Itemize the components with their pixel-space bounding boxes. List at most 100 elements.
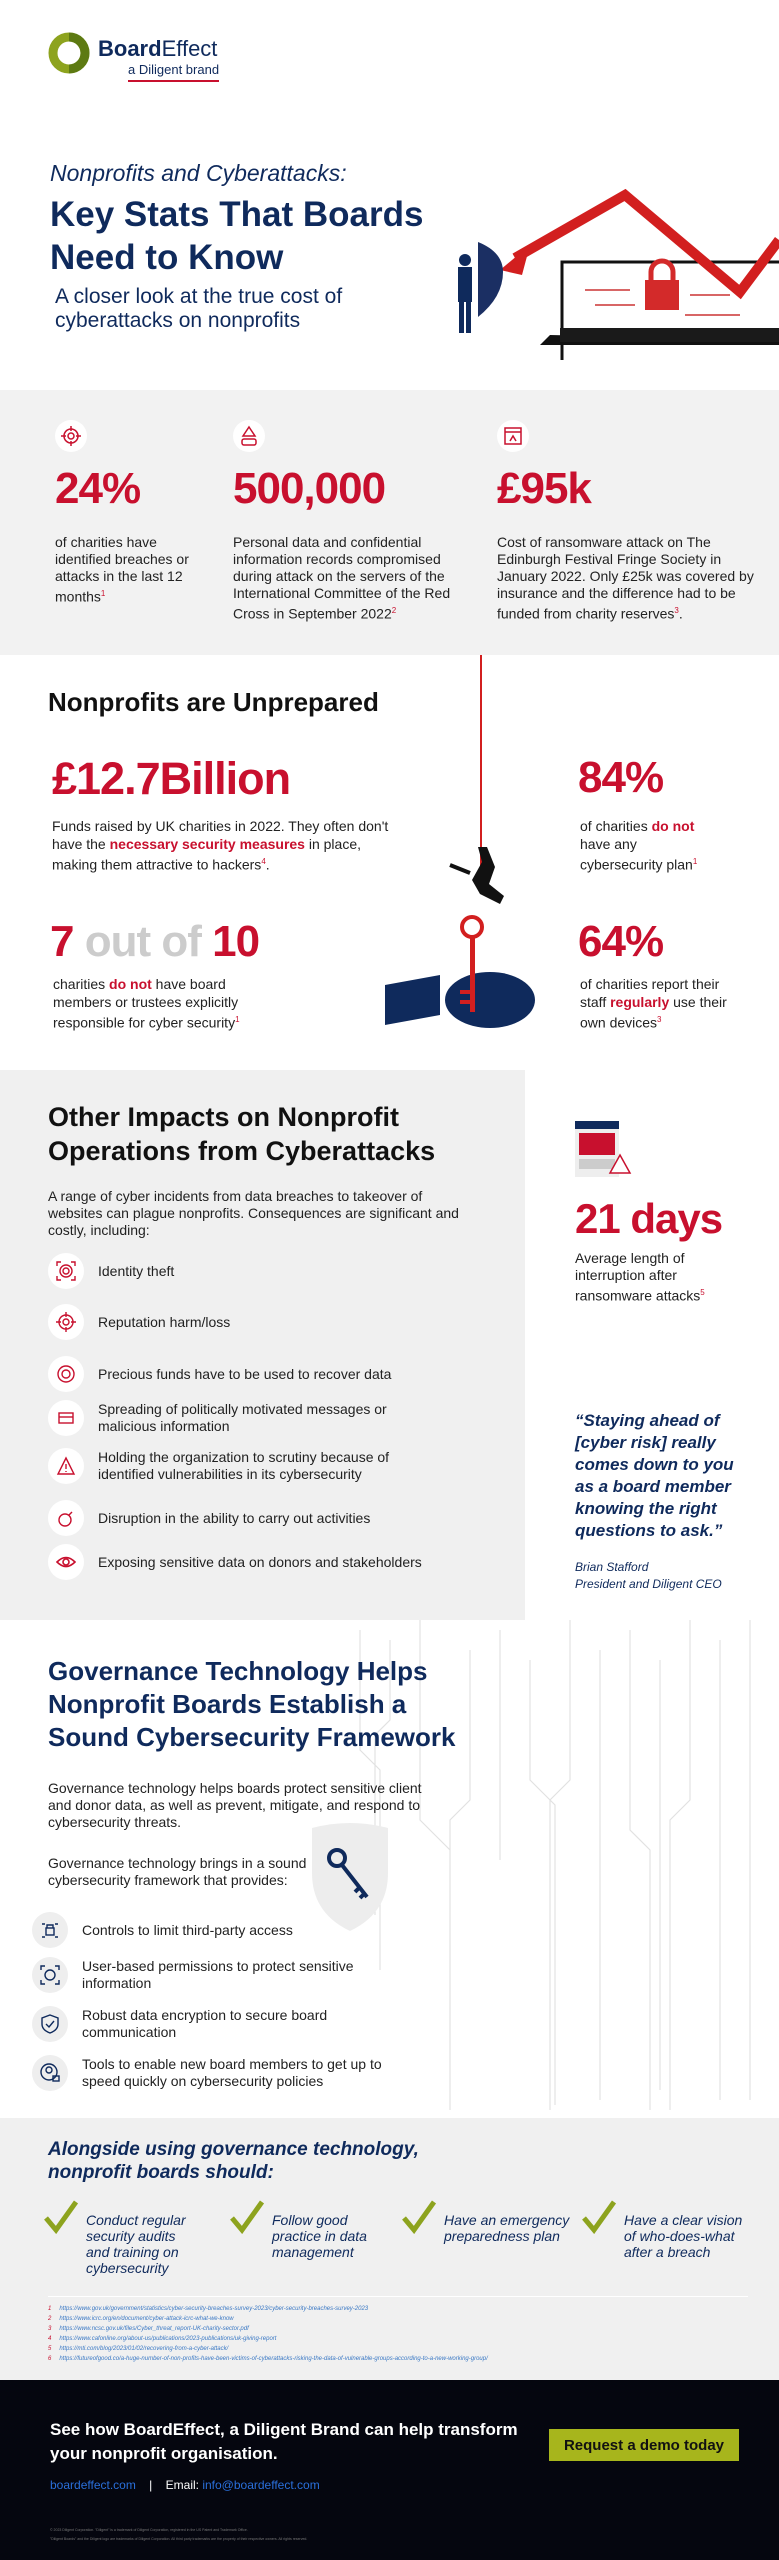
checkmark-icon xyxy=(402,2200,436,2234)
footnote[interactable]: 2 https://www.icrc.org/en/document/cyber-… xyxy=(48,2314,488,2324)
footnote-link[interactable]: https://futureofgood.co/a-huge-number-of… xyxy=(59,2356,488,2362)
stats-section: 24% of charities have identified breache… xyxy=(0,390,779,655)
footnote-divider xyxy=(48,2296,748,2297)
hero-title-line: Need to Know xyxy=(50,238,284,277)
stat-value: 24% xyxy=(55,464,141,513)
governance-section: Governance Technology Helps Nonprofit Bo… xyxy=(0,1620,779,2118)
footnote[interactable]: 6 https://futureofgood.co/a-huge-number-o… xyxy=(48,2354,488,2364)
footnote-ref: 4 xyxy=(261,857,266,866)
hero-subtitle-line: cyberattacks on nonprofits xyxy=(55,309,301,332)
section-heading: Other Impacts on Nonprofit Operations fr… xyxy=(48,1100,435,1168)
businessman-icon xyxy=(458,254,472,333)
stat-card: £95k Cost of ransomware attack on The Ed… xyxy=(497,420,767,623)
governance-para: Governance technology brings in a sound … xyxy=(48,1855,307,1888)
warning-icon xyxy=(48,1448,84,1484)
logo[interactable]: BoardEffect a Diligent brand xyxy=(48,32,220,82)
footer-cta-text: See how BoardEffect, a Diligent Brand ca… xyxy=(50,2418,518,2466)
footnote[interactable]: 4 https://www.cafonline.org/about-us/publ… xyxy=(48,2334,488,2344)
impact-item: Spreading of politically motivated messa… xyxy=(48,1400,448,1436)
footnote[interactable]: 5 https://mti.com/blog/2023/01/02/recover… xyxy=(48,2344,488,2354)
footnote-ref: 1 xyxy=(100,589,106,598)
website-link[interactable]: boardeffect.com xyxy=(50,2478,136,2492)
stat-text-body: Cost of ransomware attack on The Edinbur… xyxy=(497,534,754,622)
footnote-number: 3 xyxy=(48,2326,52,2332)
governance-text: Robust data encryption to secure board c… xyxy=(82,2007,328,2040)
heading-line: nonprofit boards should: xyxy=(48,2162,274,2183)
value: 7 xyxy=(50,917,75,966)
heading-line: Alongside using governance technology, xyxy=(48,2139,419,2160)
impact-item: Reputation harm/loss xyxy=(48,1304,230,1340)
footnote-link[interactable]: https://mti.com/blog/2023/01/02/recoveri… xyxy=(59,2346,229,2352)
email-label: Email: xyxy=(165,2478,199,2492)
text: . xyxy=(265,856,270,873)
stat-text-tail: . xyxy=(678,605,683,622)
warning-password-icon xyxy=(233,420,265,452)
shield-check-icon xyxy=(32,2006,68,2042)
fingerprint-icon xyxy=(48,1253,84,1289)
legal-text: "Diligent Boards" and the Diligent logo … xyxy=(50,2537,308,2541)
boards-text: charities do not have board members or t… xyxy=(53,975,268,1032)
value: 10 xyxy=(212,917,260,966)
recommendation-text: Have an emergency preparedness plan xyxy=(444,2212,570,2244)
unprepared-section: Nonprofits are Unprepared £12.7Billion F… xyxy=(0,655,779,1070)
impact-text: Disruption in the ability to carry out a… xyxy=(98,1509,371,1526)
footer: See how BoardEffect, a Diligent Brand ca… xyxy=(0,2380,779,2560)
section-heading: Alongside using governance technology, n… xyxy=(48,2138,419,2184)
footnotes: 1 https://www.gov.uk/government/statistic… xyxy=(48,2304,488,2364)
stat-card: 500,000 Personal data and confidential i… xyxy=(233,420,473,623)
hacker-key-illustration xyxy=(385,655,535,1028)
text: Funds raised by UK charities in 2022. Th… xyxy=(52,818,389,852)
network-lock-icon xyxy=(32,1912,68,1948)
highlight: necessary security measures xyxy=(109,836,305,852)
recommendation-text: Follow good practice in data management xyxy=(272,2212,367,2260)
lock-icon xyxy=(645,258,679,310)
heading-line: Operations from Cyberattacks xyxy=(48,1136,436,1166)
footnote-link[interactable]: https://www.cafonline.org/about-us/publi… xyxy=(59,2336,277,2342)
impacts-sidebar xyxy=(525,1070,779,1620)
highlight: do not xyxy=(651,818,695,834)
email-link[interactable]: info@boardeffect.com xyxy=(202,2478,320,2492)
target-icon xyxy=(55,420,87,452)
hero-title: Key Stats That Boards Need to Know xyxy=(50,193,423,279)
hero-section: BoardEffect a Diligent brand Nonprofits … xyxy=(0,0,779,390)
stat-text: Cost of ransomware attack on The Edinbur… xyxy=(497,534,767,623)
text: have any cybersecurity plan xyxy=(580,836,693,873)
logo-bold: Board xyxy=(98,36,162,61)
bomb-icon xyxy=(48,1500,84,1536)
footnote-number: 1 xyxy=(48,2306,52,2312)
footnote[interactable]: 3 https://www.ncsc.gov.uk/files/Cyber_thr… xyxy=(48,2324,488,2334)
impacts-section: Other Impacts on Nonprofit Operations fr… xyxy=(0,1070,779,1620)
text: use their own devices xyxy=(580,994,727,1031)
message-alert-icon xyxy=(48,1400,84,1436)
boards-value: 7 out of 10 xyxy=(50,917,260,967)
request-demo-button[interactable]: Request a demo today xyxy=(549,2429,739,2461)
devices-value: 64% xyxy=(578,917,664,966)
recommendation-text: Have a clear vision of who-does-what aft… xyxy=(624,2212,743,2260)
separator: | xyxy=(149,2478,153,2492)
footnote-number: 4 xyxy=(48,2336,52,2342)
key-icon xyxy=(460,915,484,939)
eye-icon xyxy=(48,1544,84,1580)
footnote-link[interactable]: https://www.ncsc.gov.uk/files/Cyber_thre… xyxy=(59,2326,249,2332)
stat-text-body: of charities have identified breaches or… xyxy=(55,534,189,605)
highlight: do not xyxy=(109,976,152,992)
impact-text: Precious funds have to be used to recove… xyxy=(98,1365,392,1382)
governance-item: User-based permissions to protect sensit… xyxy=(32,1957,402,1993)
alongside-section: Alongside using governance technology, n… xyxy=(0,2118,779,2380)
impact-text: Spreading of politically motivated messa… xyxy=(98,1401,387,1434)
footnote-ref: 3 xyxy=(657,1015,662,1024)
funds-value: £12.7Billion xyxy=(52,753,291,804)
plan-value: 84% xyxy=(578,753,664,802)
stat-card: 24% of charities have identified breache… xyxy=(55,420,205,606)
footnote-number: 6 xyxy=(48,2356,52,2362)
impacts-intro: A range of cyber incidents from data bre… xyxy=(48,1188,459,1238)
governance-item: Robust data encryption to secure board c… xyxy=(32,2006,402,2042)
quote-text: “Staying ahead of [cyber risk] really co… xyxy=(575,1411,734,1540)
footnote[interactable]: 1 https://www.gov.uk/government/statistic… xyxy=(48,2304,488,2314)
footnote-link[interactable]: https://www.gov.uk/government/statistics… xyxy=(59,2306,369,2312)
heading-line: Other Impacts on Nonprofit xyxy=(48,1102,399,1132)
highlight: regularly xyxy=(610,994,670,1010)
footnote-link[interactable]: https://www.icrc.org/en/document/cyber-a… xyxy=(59,2316,234,2322)
checkmark-icon xyxy=(230,2200,264,2234)
footnote-number: 5 xyxy=(48,2346,52,2352)
